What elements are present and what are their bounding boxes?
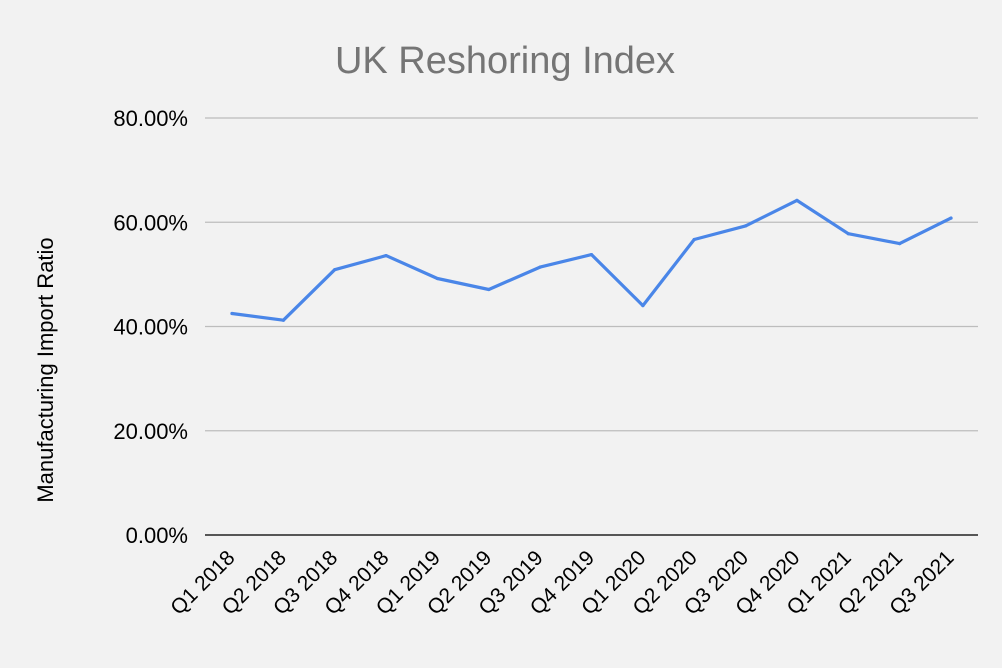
- data-point: [538, 265, 542, 269]
- data-point: [949, 216, 953, 220]
- series-layer: [230, 198, 953, 322]
- y-tick-label: 60.00%: [113, 210, 188, 235]
- data-point: [230, 311, 234, 316]
- data-point: [743, 224, 748, 228]
- y-axis-ticks: 0.00% 20.00% 40.00% 60.00% 80.00%: [113, 106, 188, 548]
- chart-title: UK Reshoring Index: [335, 40, 675, 82]
- y-tick-label: 40.00%: [113, 315, 188, 340]
- data-point: [281, 318, 285, 322]
- data-point: [589, 252, 594, 257]
- data-point: [333, 268, 337, 272]
- data-point: [435, 276, 440, 281]
- data-point: [384, 254, 388, 258]
- data-point: [692, 237, 696, 242]
- data-point: [898, 242, 902, 246]
- data-point: [641, 304, 645, 308]
- y-tick-label: 20.00%: [113, 419, 188, 444]
- y-tick-label: 80.00%: [113, 106, 188, 131]
- y-axis-title: Manufacturing Import Ratio: [33, 237, 58, 502]
- data-point: [846, 232, 850, 236]
- data-point: [795, 198, 799, 202]
- gridlines: [205, 117, 978, 536]
- data-point: [487, 287, 491, 292]
- y-tick-label: 0.00%: [126, 523, 188, 548]
